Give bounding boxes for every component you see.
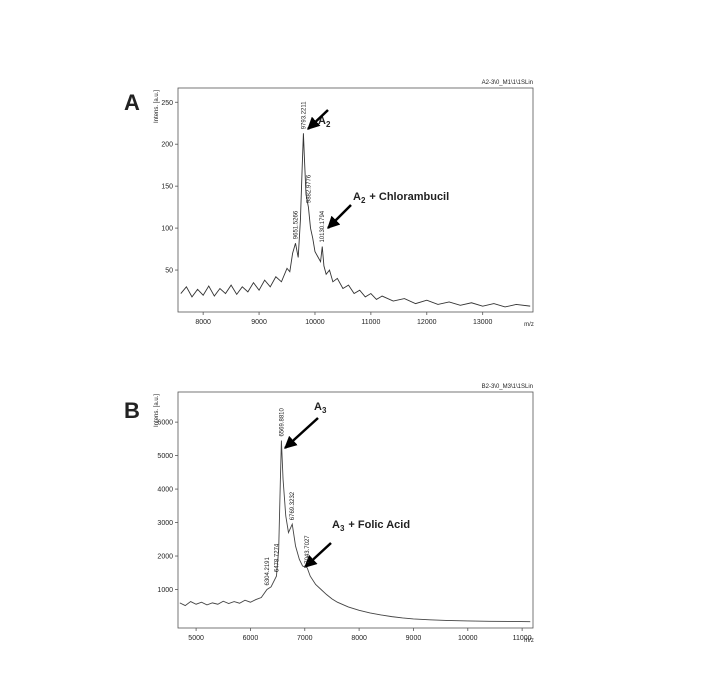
y-tick-label: 250: [161, 100, 173, 107]
spectrum-line: [180, 133, 531, 308]
y-tick-label: 4000: [157, 487, 173, 494]
x-tick-label: 10000: [458, 635, 478, 642]
annotation-text: A: [332, 519, 340, 531]
x-tick-label: 5000: [188, 635, 204, 642]
y-tick-label: 1000: [157, 587, 173, 594]
x-tick-label: 9000: [406, 635, 422, 642]
plot-frame: [177, 391, 534, 629]
y-tick-label: 200: [161, 142, 173, 149]
peak-label: 6569.8810: [279, 408, 285, 437]
spectrum-line: [179, 440, 531, 623]
peak-label: 10130.1794: [320, 210, 326, 242]
arrow: [304, 542, 332, 568]
annotation: A3: [314, 401, 327, 415]
annotation: A3 + Folic Acid: [332, 519, 410, 533]
peak-label: 7043.7027: [305, 535, 311, 564]
x-tick-label: 11000: [361, 319, 380, 326]
peak-label: 9793.2211: [301, 101, 307, 130]
y-axis-label: Intens. [a.u.]: [154, 90, 160, 123]
x-tick-label: 7000: [297, 635, 313, 642]
peak-label: 6769.3232: [290, 491, 296, 520]
x-tick-label: 8000: [195, 319, 211, 326]
annotation-text: A: [353, 191, 361, 203]
x-tick-label: 8000: [351, 635, 367, 642]
y-tick-label: 150: [161, 184, 173, 191]
peak-label: 6304.2191: [265, 556, 271, 585]
y-tick-label: 6000: [157, 420, 173, 427]
arrow: [307, 109, 329, 130]
x-tick-label: 10000: [305, 319, 325, 326]
x-tick-label: 13000: [473, 319, 493, 326]
x-tick-label: 6000: [243, 635, 259, 642]
arrow: [327, 204, 352, 229]
annotation-subscript: 2: [326, 120, 331, 129]
arrow: [284, 417, 319, 449]
annotation-subscript: 2: [361, 196, 366, 205]
y-tick-label: 5000: [157, 453, 173, 460]
x-tick-label: 11000: [513, 635, 532, 642]
annotation-text: A: [318, 115, 326, 127]
file-label: B2-3\0_M3\1\1SLin: [482, 384, 533, 390]
panel-label: B: [124, 398, 140, 423]
x-axis-label: m/z: [524, 322, 534, 328]
y-axis-label: Intens. [a.u.]: [154, 394, 160, 427]
peak-label: 9651.5266: [293, 210, 299, 239]
x-axis-label: m/z: [524, 638, 534, 644]
x-tick-label: 12000: [417, 319, 437, 326]
panel-label: A: [124, 90, 140, 115]
annotation-subscript: 3: [322, 406, 327, 415]
y-tick-label: 3000: [157, 520, 173, 527]
y-tick-label: 100: [161, 226, 173, 233]
plot-frame: [177, 87, 534, 313]
file-label: A2-3\0_M1\1\1SLin: [482, 80, 533, 86]
annotation-subscript: 3: [340, 524, 345, 533]
x-tick-label: 9000: [251, 319, 267, 326]
peak-label: 6478.7274: [274, 543, 280, 572]
annotation-text: A: [314, 401, 322, 413]
y-tick-label: 50: [165, 268, 173, 275]
annotation: A2: [318, 115, 331, 129]
annotation: A2 + Chlorambucil: [353, 191, 449, 205]
y-tick-label: 2000: [157, 554, 173, 561]
annotation-suffix: + Folic Acid: [348, 519, 410, 531]
annotation-suffix: + Chlorambucil: [369, 191, 449, 203]
peak-label: 9882.9776: [306, 174, 312, 203]
